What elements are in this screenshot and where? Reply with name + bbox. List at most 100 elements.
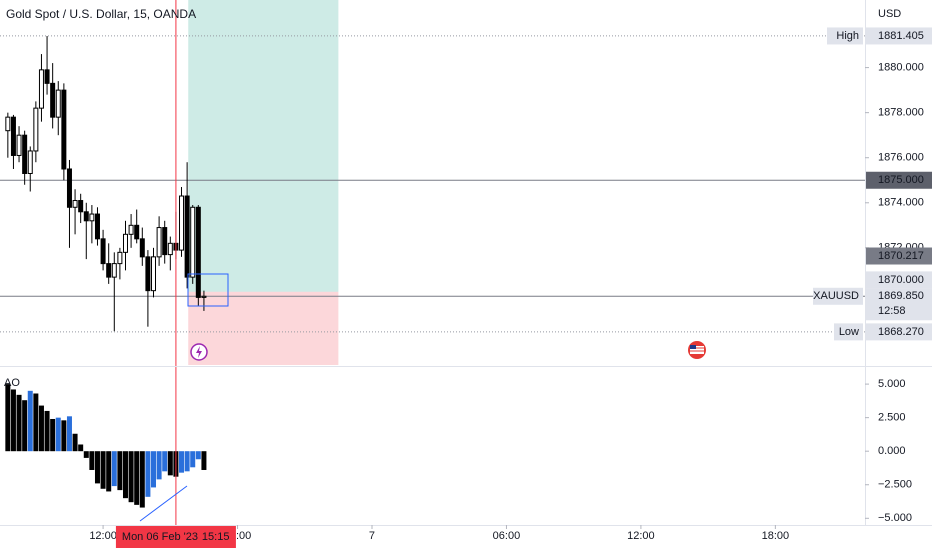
- candle-body: [27, 150, 33, 174]
- y-tick-label: −5.000: [878, 512, 912, 524]
- ao-bar: [16, 394, 22, 452]
- ao-bar: [72, 433, 78, 452]
- x-tick-label: 12:00: [89, 530, 117, 542]
- y-tick-label: 0.000: [878, 445, 906, 457]
- candle-body: [134, 224, 140, 240]
- price-name: High: [836, 30, 859, 42]
- candle-body: [156, 227, 162, 258]
- candle-body: [106, 263, 112, 278]
- ao-bar: [145, 451, 151, 497]
- x-tick-label: 06:00: [493, 530, 521, 542]
- price-label-box: [866, 247, 932, 265]
- ao-bar: [122, 451, 128, 499]
- ao-bar: [78, 444, 84, 452]
- ao-bar: [184, 451, 190, 472]
- price-label: 1870.000: [878, 274, 924, 286]
- ao-bar: [33, 393, 39, 452]
- ao-bar: [162, 451, 168, 472]
- y-tick-label: 5.000: [878, 378, 906, 390]
- axis-layer: 1872.0001874.0001876.0001878.0001880.000…: [89, 27, 932, 548]
- price-label: 1869.850: [878, 290, 924, 302]
- candle-body: [151, 256, 157, 292]
- ao-bar: [83, 451, 89, 458]
- ao-bar: [61, 420, 67, 452]
- price-label-box: [866, 271, 932, 289]
- price-label: 1881.405: [878, 30, 924, 42]
- candle-body: [145, 256, 151, 292]
- ao-bar: [128, 451, 134, 503]
- price-label-box: [866, 27, 932, 45]
- event-icon-bolt: [196, 346, 202, 358]
- ao-bar: [10, 389, 16, 452]
- candle-body: [167, 242, 173, 256]
- candle-body: [22, 134, 28, 174]
- ao-bar: [195, 451, 201, 460]
- position-target-zone: [188, 0, 339, 292]
- candle-body: [201, 295, 207, 298]
- candle-body: [10, 116, 16, 156]
- price-label-box: [866, 288, 932, 321]
- candle-body: [190, 206, 196, 278]
- ao-bar: [201, 451, 207, 470]
- candle-body: [184, 195, 190, 278]
- plot-layer: [5, 0, 207, 525]
- candle-body: [66, 168, 72, 208]
- candle-body: [89, 213, 95, 222]
- ao-bar: [111, 451, 117, 487]
- x-tick-label: 18:00: [762, 530, 790, 542]
- ao-bar: [134, 451, 140, 505]
- candle-body: [162, 227, 168, 256]
- price-name-box: [813, 287, 863, 305]
- y-tick-label: 1878.000: [878, 107, 924, 119]
- ao-bar: [66, 416, 72, 452]
- ao-bar: [27, 390, 33, 452]
- price-name-box: [827, 27, 863, 45]
- flag-canton: [690, 345, 696, 349]
- price-name: XAUUSD: [813, 290, 859, 302]
- selection-box: [187, 273, 229, 307]
- price-countdown: 12:58: [878, 305, 906, 317]
- candle-body: [33, 107, 39, 152]
- ao-bar: [190, 451, 196, 468]
- trend-line: [139, 485, 188, 522]
- candle-body: [100, 238, 106, 265]
- candle-body: [50, 82, 56, 118]
- y-tick-label: 1874.000: [878, 197, 924, 209]
- ao-bar: [179, 451, 185, 473]
- price-label-box: [866, 171, 932, 189]
- indicator-name: AO: [4, 377, 20, 389]
- ao-bar: [94, 451, 100, 484]
- position-stop-zone: [188, 291, 339, 365]
- price-name-box: [834, 323, 863, 341]
- x-tick-label: 12:00: [627, 530, 655, 542]
- y-tick-label: 2.500: [878, 412, 906, 424]
- ao-bar: [117, 451, 123, 491]
- price-label: 1868.270: [878, 326, 924, 338]
- candle-body: [111, 263, 117, 278]
- ao-bar: [139, 451, 145, 508]
- candle-body: [72, 200, 78, 208]
- candle-body: [55, 89, 61, 118]
- ao-bar: [5, 384, 11, 452]
- chart-title: Gold Spot / U.S. Dollar, 15, OANDA: [6, 7, 196, 21]
- y-tick-label: −2.500: [878, 479, 912, 491]
- flag-stripes: [690, 346, 704, 354]
- currency-label: USD: [878, 8, 901, 20]
- ao-bar: [89, 451, 95, 470]
- ao-bar: [50, 418, 56, 452]
- candle-body: [117, 251, 123, 265]
- x-tick-label: 7: [369, 530, 375, 542]
- price-name: Low: [839, 326, 859, 338]
- candle-body: [128, 224, 134, 235]
- candle-body: [94, 213, 100, 240]
- ao-bar: [22, 400, 28, 452]
- crosshair-time: 15:15: [202, 531, 230, 543]
- candle-body: [179, 195, 185, 251]
- candle-body: [195, 206, 201, 298]
- candle-body: [78, 200, 84, 213]
- ao-bar: [151, 451, 157, 488]
- price-label-box: [866, 323, 932, 341]
- candle-body: [122, 233, 128, 253]
- ao-bar: [167, 451, 173, 476]
- ao-bar: [44, 410, 50, 452]
